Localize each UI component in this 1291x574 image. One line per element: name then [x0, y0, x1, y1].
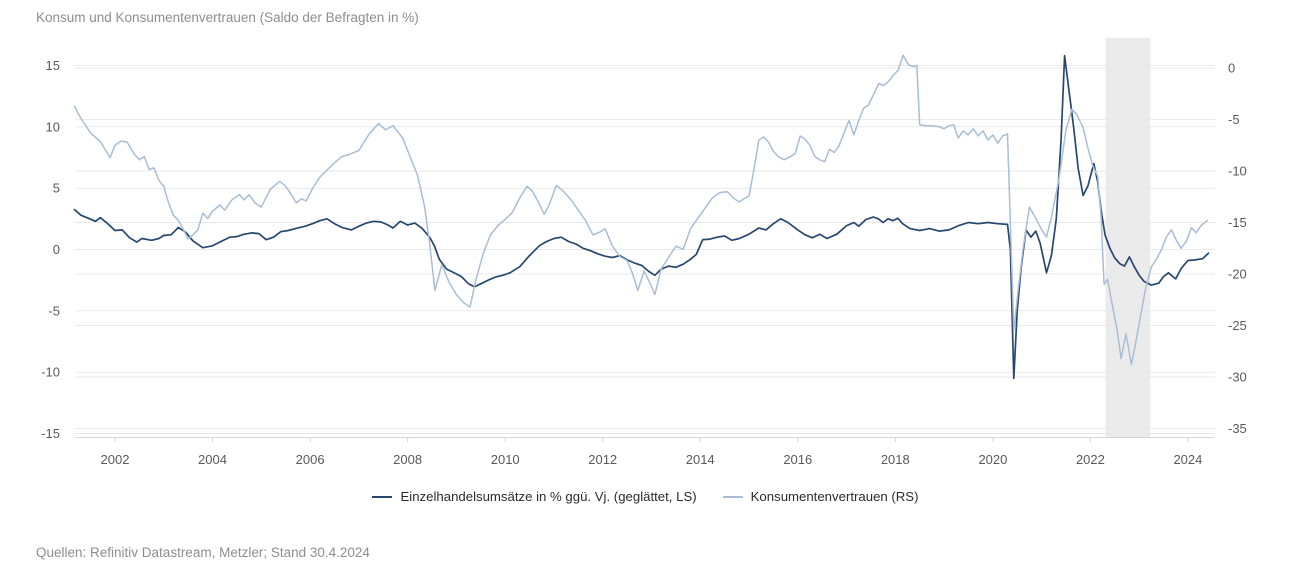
legend-item-einzelhandelsumsaetze: Einzelhandelsumsätze in % ggü. Vj. (gegl…	[372, 489, 697, 504]
left-axis-tick-label: 5	[53, 181, 60, 196]
x-tick-label: 2022	[1076, 452, 1105, 467]
right-axis-tick-label: -5	[1228, 112, 1240, 127]
x-tick-label: 2006	[296, 452, 325, 467]
series-line-konsumentenvertrauen	[73, 54, 1209, 366]
right-axis-tick-label: -30	[1228, 370, 1247, 385]
left-axis-tick-label: 15	[46, 58, 60, 73]
right-axis-tick-label: 0	[1228, 61, 1235, 76]
source-note: Quellen: Refinitiv Datastream, Metzler; …	[36, 545, 370, 560]
left-axis-tick-label: 10	[46, 119, 60, 134]
legend-item-konsumentenvertrauen: Konsumentenvertrauen (RS)	[722, 489, 919, 504]
legend-line-swatch-light	[722, 495, 743, 498]
right-axis-tick-label: -20	[1228, 267, 1247, 282]
x-tick-label: 2020	[978, 452, 1007, 467]
right-axis-tick-label: -25	[1228, 318, 1247, 333]
legend-label: Konsumentenvertrauen (RS)	[750, 489, 919, 504]
right-axis-tick-label: -10	[1228, 164, 1247, 179]
x-tick-label: 2010	[491, 452, 520, 467]
left-axis-tick-label: -15	[41, 426, 60, 441]
x-tick-label: 2024	[1173, 452, 1202, 467]
legend-label: Einzelhandelsumsätze in % ggü. Vj. (gegl…	[400, 489, 697, 504]
recession-band	[1105, 38, 1151, 438]
chart-title: Konsum und Konsumentenvertrauen (Saldo d…	[36, 10, 419, 25]
series-line-einzelhandelsumsaetze	[73, 54, 1210, 380]
x-tick-label: 2004	[198, 452, 227, 467]
left-axis-tick-label: -5	[48, 303, 60, 318]
x-tick-label: 2008	[393, 452, 422, 467]
x-tick-label: 2012	[588, 452, 617, 467]
x-tick-label: 2018	[881, 452, 910, 467]
x-tick-label: 2014	[686, 452, 715, 467]
x-tick-label: 2002	[101, 452, 130, 467]
right-axis-tick-label: -15	[1228, 215, 1247, 230]
left-axis-tick-label: 0	[53, 242, 60, 257]
x-tick-label: 2016	[783, 452, 812, 467]
left-axis-tick-label: -10	[41, 365, 60, 380]
chart-legend: Einzelhandelsumsätze in % ggü. Vj. (gegl…	[0, 489, 1291, 504]
legend-line-swatch-dark	[372, 495, 393, 498]
right-axis-tick-label: -35	[1228, 421, 1247, 436]
